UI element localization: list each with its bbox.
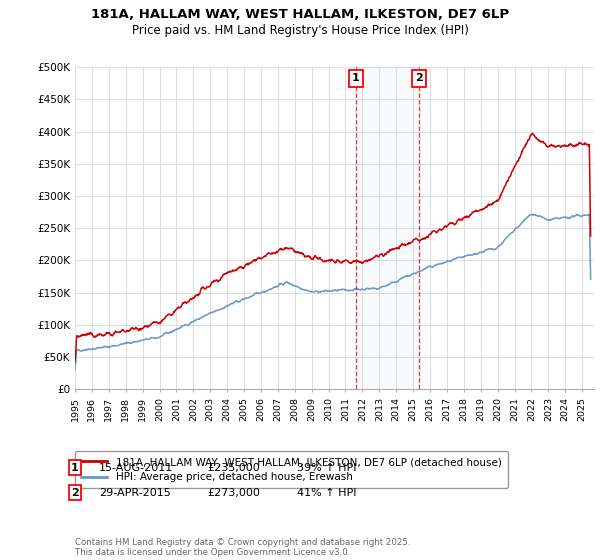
Text: Price paid vs. HM Land Registry's House Price Index (HPI): Price paid vs. HM Land Registry's House … xyxy=(131,24,469,36)
Text: £273,000: £273,000 xyxy=(207,488,260,498)
Text: 2: 2 xyxy=(415,73,422,83)
Text: 41% ↑ HPI: 41% ↑ HPI xyxy=(297,488,356,498)
Text: 181A, HALLAM WAY, WEST HALLAM, ILKESTON, DE7 6LP: 181A, HALLAM WAY, WEST HALLAM, ILKESTON,… xyxy=(91,8,509,21)
Text: 15-AUG-2011: 15-AUG-2011 xyxy=(99,463,173,473)
Text: 29-APR-2015: 29-APR-2015 xyxy=(99,488,171,498)
Text: 1: 1 xyxy=(352,73,360,83)
Text: £235,000: £235,000 xyxy=(207,463,260,473)
Text: 39% ↑ HPI: 39% ↑ HPI xyxy=(297,463,356,473)
Text: 2: 2 xyxy=(71,488,79,498)
Legend: 181A, HALLAM WAY, WEST HALLAM, ILKESTON, DE7 6LP (detached house), HPI: Average : 181A, HALLAM WAY, WEST HALLAM, ILKESTON,… xyxy=(75,451,508,488)
Text: 1: 1 xyxy=(71,463,79,473)
Bar xyxy=(356,67,419,389)
Text: Contains HM Land Registry data © Crown copyright and database right 2025.
This d: Contains HM Land Registry data © Crown c… xyxy=(75,538,410,557)
